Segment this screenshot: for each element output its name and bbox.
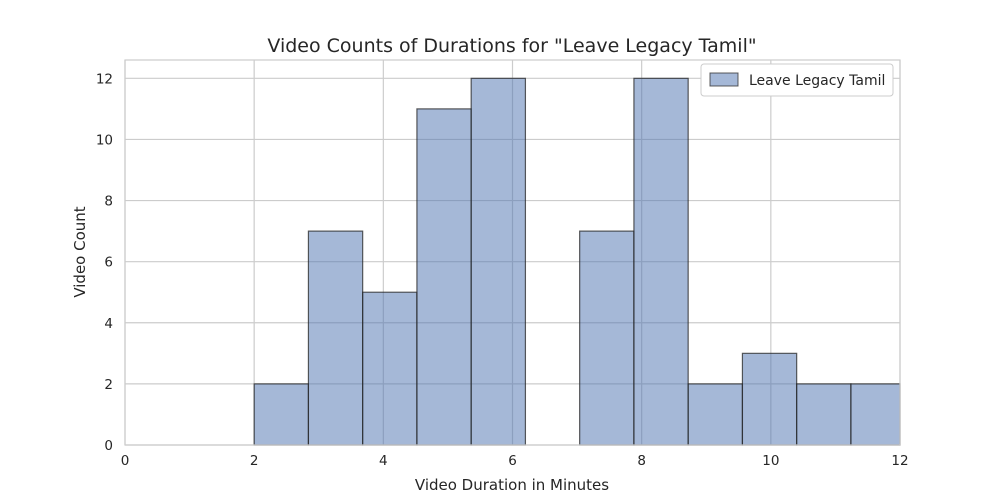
x-tick-label: 10 [762,453,779,469]
histogram-bar [416,108,472,446]
histogram-bar [850,383,901,446]
x-tick-label: 6 [508,453,517,469]
y-tick-label: 8 [104,194,113,210]
y-tick-label: 2 [104,377,113,393]
y-tick-label: 6 [104,255,113,271]
histogram-bar [796,383,852,446]
histogram-bar [362,291,418,446]
y-tick-label: 12 [96,71,113,87]
histogram-bar [687,383,744,446]
x-axis-label: Video Duration in Minutes [415,476,609,494]
histogram-bar [741,352,798,446]
legend: Leave Legacy Tamil [700,63,894,97]
x-tick-label: 8 [637,453,646,469]
legend-box [700,63,894,97]
histogram-bar [633,77,689,446]
y-axis-label: Video Count [71,206,89,297]
plot-frame [124,59,901,446]
x-tick-label: 2 [250,453,259,469]
histogram-bar [470,77,527,446]
x-axis-ticks: 0 2 4 6 8 10 12 [121,453,909,469]
x-tick-label: 12 [891,453,908,469]
legend-swatch [709,72,739,87]
y-axis-ticks: 0 2 4 6 8 10 12 [96,71,113,454]
histogram-bar [307,230,364,446]
y-tick-label: 10 [96,132,113,148]
x-tick-label: 0 [121,453,130,469]
legend-label: Leave Legacy Tamil [749,73,885,89]
y-tick-label: 4 [104,316,113,332]
histogram-bar [253,383,310,446]
x-tick-label: 4 [379,453,388,469]
histogram-bar [579,230,635,446]
chart-title: Video Counts of Durations for "Leave Leg… [267,35,756,57]
histogram-bars [253,77,901,446]
y-tick-label: 0 [104,438,113,454]
